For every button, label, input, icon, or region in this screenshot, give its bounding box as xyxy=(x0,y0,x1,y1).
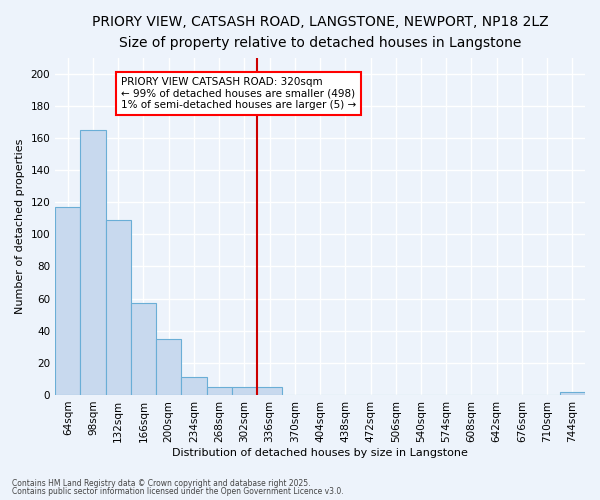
Y-axis label: Number of detached properties: Number of detached properties xyxy=(15,138,25,314)
Text: PRIORY VIEW CATSASH ROAD: 320sqm
← 99% of detached houses are smaller (498)
1% o: PRIORY VIEW CATSASH ROAD: 320sqm ← 99% o… xyxy=(121,77,356,110)
Bar xyxy=(257,387,282,395)
Bar xyxy=(206,387,232,395)
Bar xyxy=(55,207,80,395)
Bar xyxy=(181,378,206,395)
Bar xyxy=(131,304,156,395)
Text: Contains public sector information licensed under the Open Government Licence v3: Contains public sector information licen… xyxy=(12,487,344,496)
Bar xyxy=(80,130,106,395)
Bar xyxy=(156,339,181,395)
Bar xyxy=(560,392,585,395)
Title: PRIORY VIEW, CATSASH ROAD, LANGSTONE, NEWPORT, NP18 2LZ
Size of property relativ: PRIORY VIEW, CATSASH ROAD, LANGSTONE, NE… xyxy=(92,15,548,50)
Text: Contains HM Land Registry data © Crown copyright and database right 2025.: Contains HM Land Registry data © Crown c… xyxy=(12,478,311,488)
Bar xyxy=(106,220,131,395)
Bar xyxy=(232,387,257,395)
X-axis label: Distribution of detached houses by size in Langstone: Distribution of detached houses by size … xyxy=(172,448,468,458)
